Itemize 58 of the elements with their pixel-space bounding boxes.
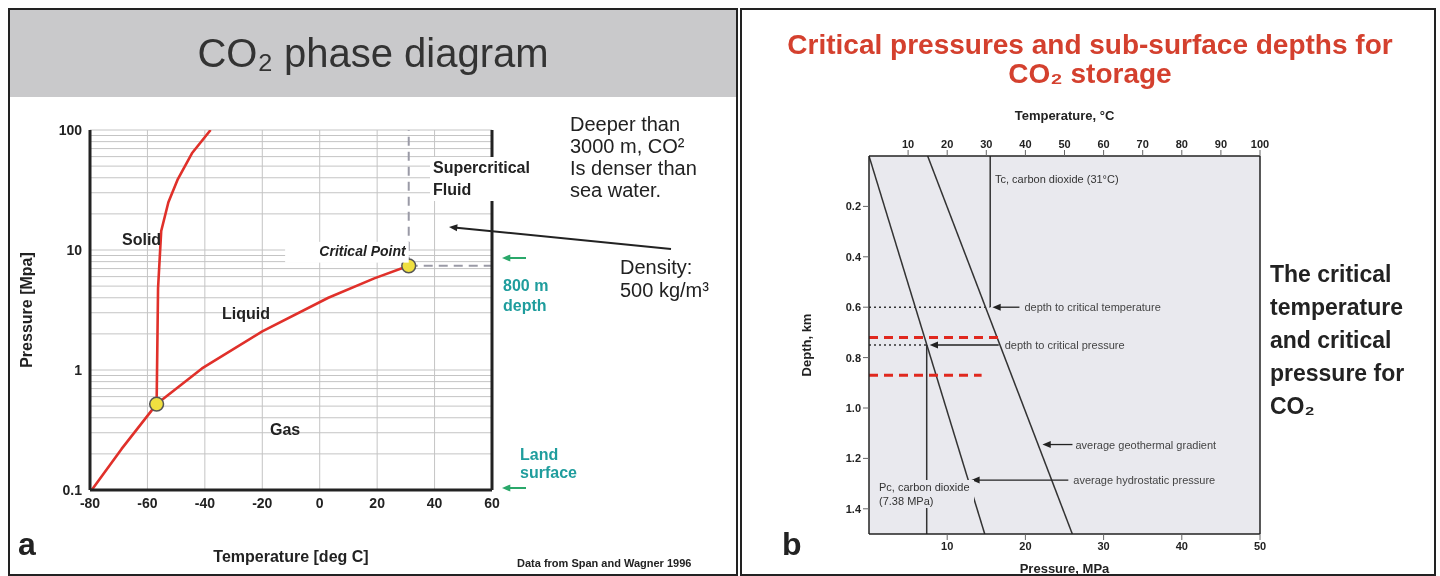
text: Land surface: [520, 446, 578, 482]
text: The critical temperature and critical pressure for CO₂: [1270, 260, 1406, 421]
y-tick-label: 0.6: [845, 301, 861, 314]
x2-tick-label: 20: [941, 138, 954, 150]
y-tick-label: 0.4: [845, 250, 862, 263]
y-axis-title: Depth, km: [798, 313, 814, 377]
x-tick-label: 0: [315, 494, 324, 511]
x2-axis-title: Temperature, °C: [1014, 108, 1115, 124]
x-axis-title: Temperature [deg C]: [213, 548, 369, 565]
x2-tick-label: 70: [1136, 138, 1149, 150]
annotation: depth to critical temperature: [1024, 301, 1161, 314]
x-axis-title: Pressure, MPa: [1019, 561, 1111, 576]
x-tick-label: 40: [1175, 539, 1188, 552]
x-tick-label: 60: [484, 494, 500, 511]
y-tick-label: 1.2: [845, 452, 861, 465]
x2-tick-label: 80: [1175, 138, 1188, 150]
x2-tick-label: 90: [1214, 138, 1228, 150]
x2-tick-label: 30: [980, 138, 993, 150]
annotation: Solid: [122, 231, 162, 249]
x-tick-label: -20: [252, 494, 273, 511]
x-tick-label: 10: [941, 539, 954, 552]
annotation: Critical Point: [319, 242, 408, 259]
annotation: Liquid: [222, 305, 270, 323]
annotation: Tc, carbon dioxide (31°C): [995, 173, 1119, 185]
y-tick-label: 1.4: [845, 502, 862, 515]
y-tick-label: 0.8: [845, 351, 861, 364]
x-tick-label: -60: [137, 494, 158, 511]
annotation: average hydrostatic pressure: [1073, 474, 1216, 487]
annotation: Pc, carbon dioxide (7.38 MPa): [879, 480, 974, 508]
x-tick-label: 40: [426, 494, 443, 511]
y-tick-label: 10: [66, 241, 83, 258]
annotation: Supercritical Fluid: [430, 157, 551, 201]
x-tick-label: -40: [194, 494, 216, 511]
text: a: [18, 526, 36, 563]
y-tick-label: 1.0: [845, 401, 861, 414]
text: Density: 500 kg/m³: [620, 256, 710, 302]
x2-tick-label: 100: [1250, 138, 1270, 150]
x2-tick-label: 10: [901, 138, 915, 150]
x2-tick-label: 60: [1097, 138, 1110, 150]
annotation: average geothermal gradient: [1075, 438, 1217, 451]
chart-title: Critical pressures and sub-surface depths for CO₂ storage: [786, 29, 1394, 89]
x-tick-label: 50: [1253, 539, 1267, 552]
x-tick-label: 20: [369, 494, 386, 511]
y-tick-label: 1: [74, 361, 83, 378]
x2-tick-label: 40: [1019, 138, 1032, 150]
text: b: [782, 526, 802, 563]
x-tick-label: 30: [1097, 539, 1110, 552]
x-tick-label: 20: [1019, 539, 1032, 552]
annotation: Gas: [270, 421, 301, 439]
text: Data from Span and Wagner 1996: [517, 557, 692, 569]
text: Deeper than 3000 m, CO² Is denser than sea water.: [570, 113, 698, 201]
y-axis-title: Pressure [Mpa]: [17, 252, 35, 368]
y-tick-label: 0.2: [845, 200, 861, 213]
x2-tick-label: 50: [1058, 138, 1071, 150]
annotation: depth to critical pressure: [1004, 339, 1125, 351]
text: 800 m depth: [503, 276, 550, 316]
y-tick-label: 100: [58, 121, 83, 138]
chart-title: CO₂ phase diagram: [196, 30, 550, 76]
